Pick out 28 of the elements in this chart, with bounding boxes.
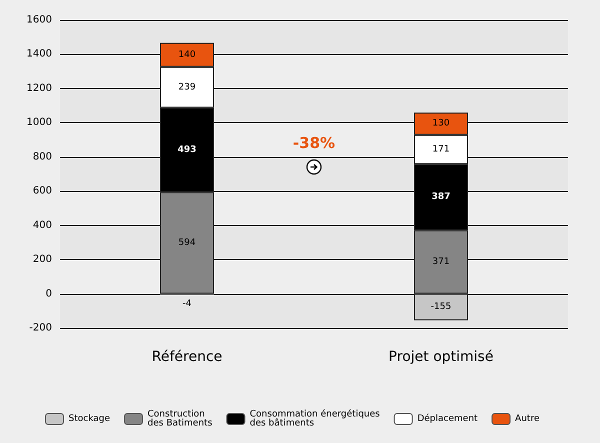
y-tick-label: 1400	[26, 48, 52, 60]
data-label: 171	[432, 144, 450, 154]
y-tick-label: 1000	[26, 117, 52, 128]
annotation: -38%	[292, 134, 336, 152]
x-tick-label: Référence	[152, 349, 222, 365]
y-tick-label: 0	[46, 288, 52, 300]
y-tick-label: 200	[32, 254, 52, 266]
legend-label: Stockage	[68, 414, 110, 424]
legend-label: Construction des Batiments	[148, 410, 213, 428]
data-label: 594	[178, 238, 196, 248]
data-label: 493	[178, 144, 196, 155]
data-label: 239	[178, 82, 196, 92]
y-tick-label: 1600	[26, 14, 52, 26]
data-label: -155	[430, 302, 452, 312]
data-label: 130	[432, 118, 450, 129]
legend-label: Autre	[515, 414, 540, 424]
y-tick-label: 1200	[26, 82, 52, 94]
data-label: 387	[432, 192, 450, 202]
legend-label: Consommation énergétiques des bâtiments	[250, 408, 380, 428]
y-tick-label: 600	[32, 186, 52, 197]
data-label: 371	[432, 257, 450, 268]
y-tick-label: 800	[32, 151, 52, 162]
x-tick-label: Projet optimisé	[388, 349, 494, 365]
legend-label: Déplacement	[417, 413, 478, 424]
data-label: 140	[178, 50, 196, 60]
data-label: -4	[182, 298, 192, 309]
y-tick-label: -200	[29, 322, 52, 334]
y-tick-label: 400	[32, 220, 52, 231]
